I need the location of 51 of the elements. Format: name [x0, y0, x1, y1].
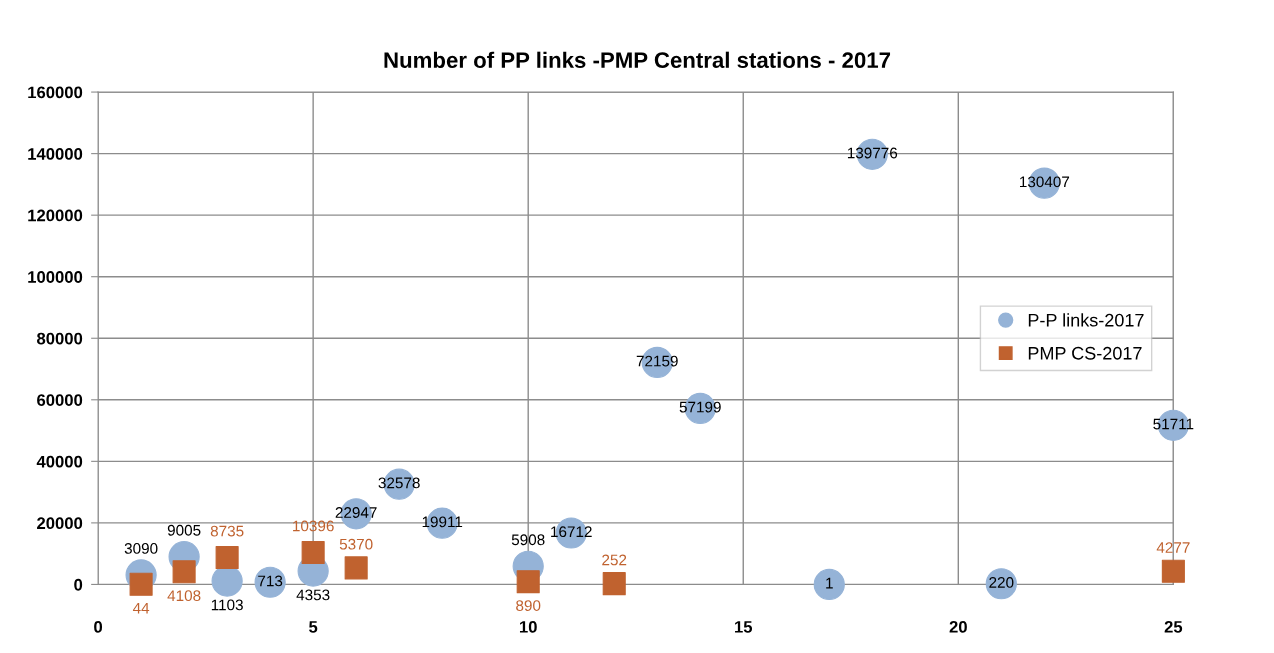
y-tick-label: 0: [74, 578, 83, 591]
y-tick-label: 140000: [28, 148, 83, 160]
point: [516, 570, 540, 594]
data-label: 16712: [551, 526, 592, 538]
data-label: 19911: [422, 516, 463, 528]
y-tick-label: 60000: [37, 394, 83, 406]
data-label: 3090: [124, 543, 158, 554]
point: [344, 556, 368, 580]
y-tick-label: 80000: [37, 332, 83, 345]
y-tick-label: 160000: [28, 86, 83, 99]
data-label: 139776: [847, 147, 898, 159]
data-label: 32578: [378, 477, 420, 489]
x-tick-label: 5: [309, 621, 318, 633]
data-label: 44: [132, 602, 150, 614]
legend-label: P-P links-2017: [1028, 313, 1144, 327]
data-label: 890: [516, 600, 541, 611]
legend-label: PMP CS-2017: [1028, 346, 1142, 360]
data-label: 252: [602, 554, 627, 566]
data-label: 22947: [335, 507, 377, 518]
data-label: 4108: [167, 590, 201, 602]
point: [172, 560, 196, 584]
data-label: 8735: [210, 525, 244, 537]
y-tick-label: 20000: [37, 517, 83, 530]
data-label: 5908: [511, 534, 545, 546]
data-label: 10396: [293, 520, 334, 532]
data-label: 220: [989, 577, 1014, 588]
chart-title: Number of PP links -PMP Central stations - 2017: [384, 51, 891, 68]
x-tick-label: 15: [735, 621, 753, 633]
y-tick-label: 100000: [28, 271, 83, 283]
x-tick-label: 0: [94, 620, 103, 633]
x-tick-label: 10: [519, 620, 537, 633]
y-tick-label: 120000: [28, 209, 83, 222]
data-label: 9005: [167, 524, 201, 536]
point: [215, 546, 239, 570]
data-label: 72159: [636, 355, 678, 367]
data-label: 1: [826, 577, 833, 589]
point: [1161, 559, 1185, 583]
data-label: 5370: [339, 538, 373, 550]
y-tick-label: 40000: [36, 455, 83, 468]
point: [301, 540, 325, 564]
point: [813, 568, 845, 601]
data-label: 4277: [1156, 542, 1190, 553]
x-tick-label: 20: [949, 620, 967, 633]
x-tick-label: 25: [1164, 620, 1183, 633]
data-label: 4353: [296, 589, 330, 601]
data-label: 713: [258, 575, 283, 587]
data-label: 130407: [1020, 176, 1070, 188]
data-label: 51711: [1153, 418, 1194, 430]
data-label: 1103: [211, 599, 243, 611]
point: [602, 572, 626, 596]
data-label: 57199: [679, 401, 721, 413]
